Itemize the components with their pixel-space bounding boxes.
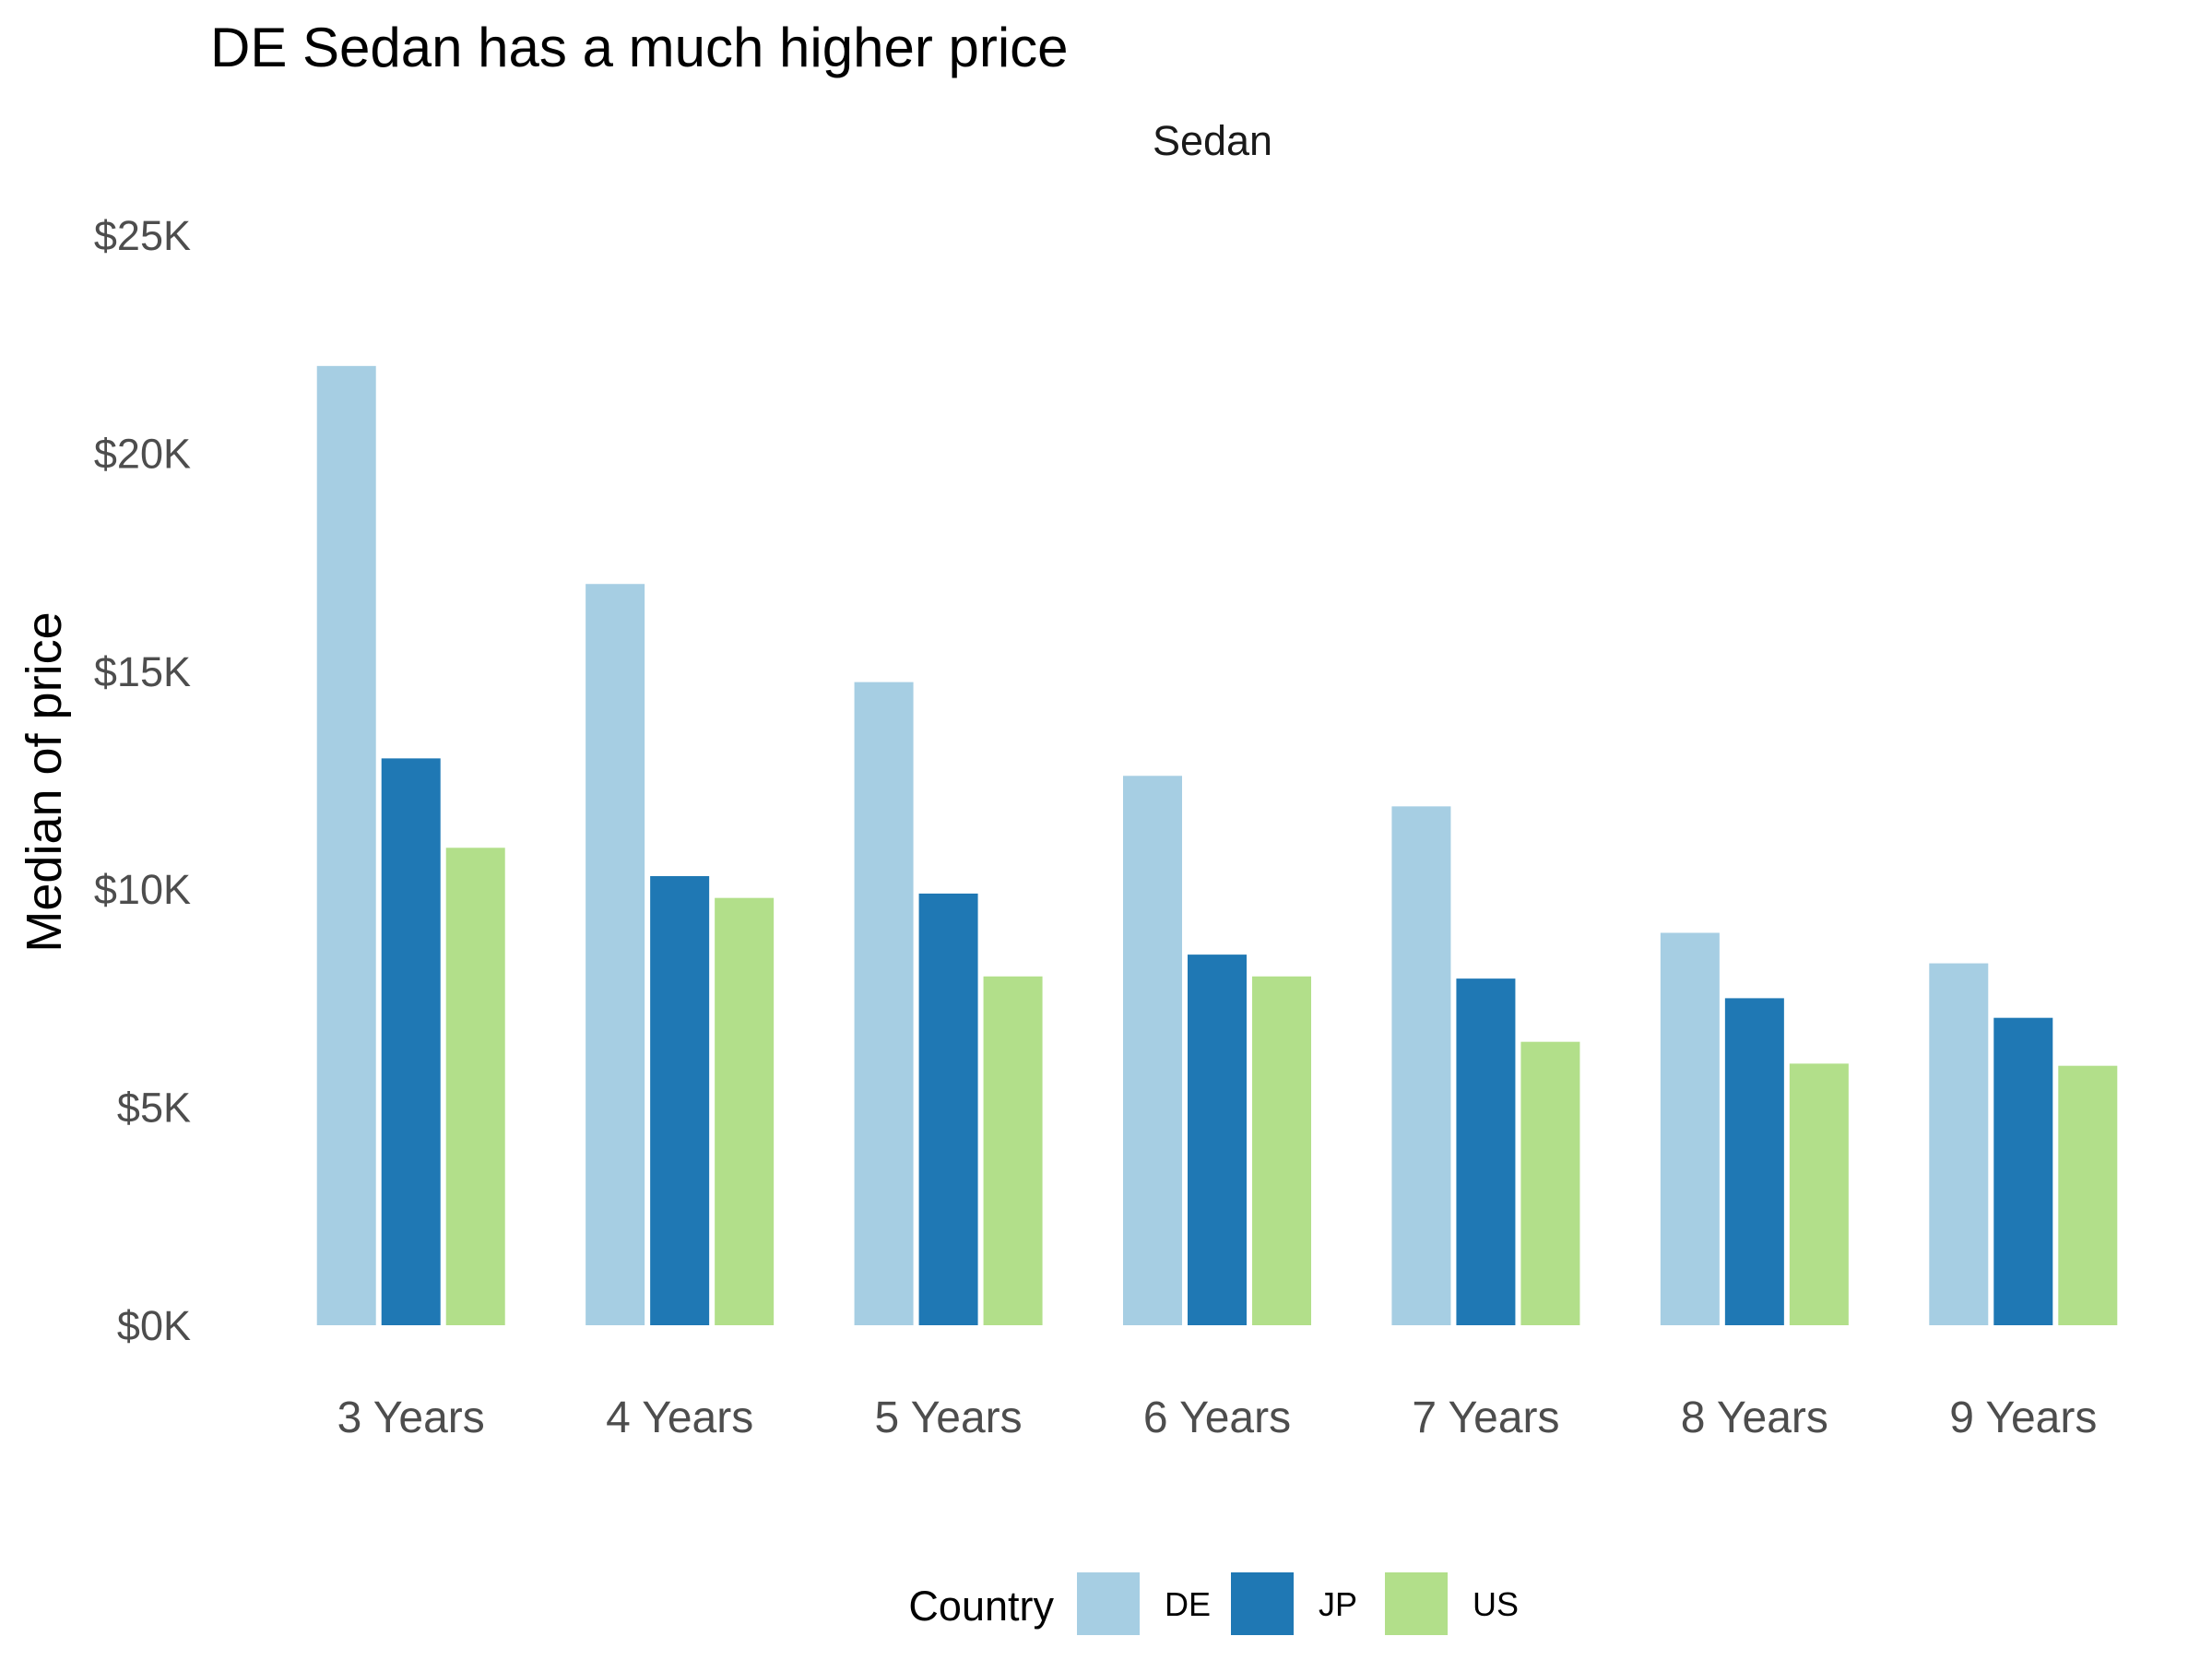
y-tick-label: $0K: [117, 1302, 191, 1349]
bar-us-6: [1789, 1063, 1849, 1325]
bar-us-1: [445, 848, 505, 1325]
bar-jp-4: [1188, 954, 1247, 1325]
bar-de-6: [1660, 932, 1720, 1325]
legend-label-us: US: [1473, 1585, 1519, 1623]
plot-area: [316, 365, 2118, 1326]
facet-label: Sedan: [1153, 117, 1272, 164]
bar-jp-2: [650, 876, 710, 1325]
bar-jp-5: [1456, 978, 1516, 1325]
y-axis-title: Median of price: [17, 611, 72, 952]
y-tick-label: $25K: [94, 212, 191, 259]
bar-us-7: [2058, 1065, 2118, 1325]
y-tick-label: $15K: [94, 648, 191, 695]
bar-us-5: [1520, 1041, 1580, 1325]
x-tick-label: 9 Years: [1949, 1393, 2097, 1442]
y-axis: $0K $5K $10K $15K $20K $25K: [94, 212, 191, 1349]
bar-de-3: [854, 682, 914, 1325]
legend: Country DE JP US: [908, 1572, 1519, 1635]
legend-label-jp: JP: [1319, 1585, 1357, 1623]
chart-title: DE Sedan has a much higher price: [210, 17, 1069, 78]
legend-title: Country: [908, 1583, 1054, 1630]
bar-de-2: [586, 584, 645, 1325]
x-tick-label: 5 Years: [874, 1393, 1022, 1442]
bar-jp-3: [918, 893, 978, 1325]
bar-us-2: [715, 897, 775, 1325]
x-tick-label: 6 Years: [1143, 1393, 1291, 1442]
legend-key-de: [1077, 1572, 1140, 1635]
legend-key-us: [1385, 1572, 1448, 1635]
bar-jp-7: [1993, 1017, 2053, 1325]
bar-de-5: [1391, 806, 1451, 1325]
bar-us-3: [983, 976, 1043, 1325]
bar-de-7: [1929, 963, 1989, 1325]
y-tick-label: $10K: [94, 866, 191, 913]
bar-jp-6: [1724, 998, 1784, 1325]
x-tick-label: 8 Years: [1681, 1393, 1828, 1442]
x-tick-label: 4 Years: [606, 1393, 753, 1442]
x-tick-label: 7 Years: [1412, 1393, 1559, 1442]
bar-de-1: [316, 365, 376, 1326]
legend-key-jp: [1231, 1572, 1294, 1635]
legend-label-de: DE: [1165, 1585, 1211, 1623]
bar-jp-1: [381, 758, 441, 1325]
y-tick-label: $5K: [117, 1085, 191, 1132]
bar-de-4: [1123, 776, 1182, 1325]
bar-us-4: [1252, 976, 1311, 1325]
x-axis: 3 Years 4 Years 5 Years 6 Years 7 Years 8 Yea…: [337, 1393, 2098, 1442]
x-tick-label: 3 Years: [337, 1393, 485, 1442]
y-tick-label: $20K: [94, 430, 191, 477]
